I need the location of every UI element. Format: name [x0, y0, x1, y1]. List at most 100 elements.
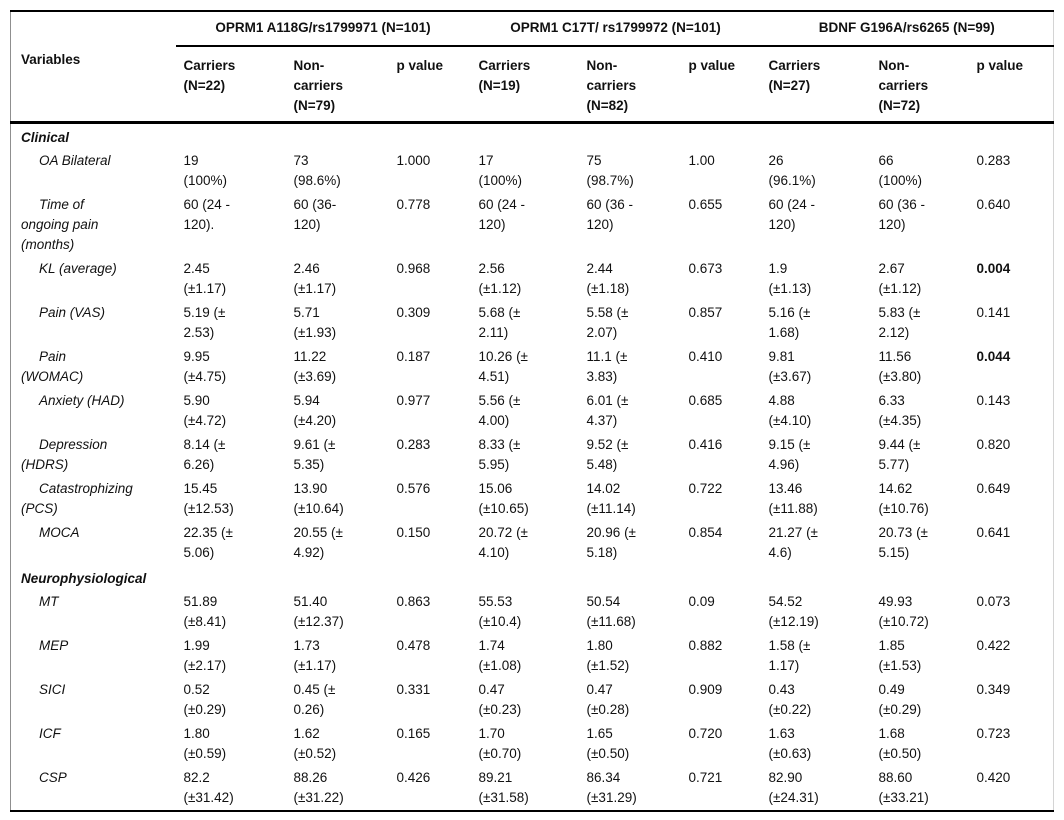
variables-column-header: Variables — [10, 11, 176, 124]
table-row: Depression (HDRS) 8.14 (± 6.26) 9.61 (± 5.… — [11, 433, 1054, 477]
group-header-oprm1-a118g: OPRM1 A118G/rs1799971 (N=101) — [175, 11, 471, 47]
value-cell: 0.47 (±0.23) — [478, 682, 522, 717]
p-value-cell: 0.349 — [976, 682, 1011, 697]
value-cell: 89.21 (±31.58) — [478, 770, 529, 805]
value-cell: 2.56 (±1.12) — [478, 261, 522, 296]
p-value-cell: 0.073 — [976, 594, 1011, 609]
row-label: Pain (VAS) — [39, 305, 106, 320]
value-cell: 60 (36 - 120) — [878, 197, 926, 232]
value-cell: 9.44 (± 5.77) — [878, 437, 921, 472]
value-cell: 55.53 (±10.4) — [478, 594, 522, 629]
value-cell: 20.73 (± 5.15) — [878, 525, 928, 560]
p-value-cell: 0.141 — [976, 305, 1011, 320]
group-header-oprm1-c17t: OPRM1 C17T/ rs1799972 (N=101) — [470, 11, 761, 47]
table-row: Anxiety (HAD) 5.90 (±4.72) 5.94 (±4.20) 0.9… — [11, 389, 1054, 433]
p-value-cell: 0.331 — [396, 682, 431, 697]
table-row: Pain (VAS) 5.19 (± 2.53) 5.71 (±1.93) 0.309… — [11, 301, 1054, 345]
value-cell: 0.49 (±0.29) — [878, 682, 922, 717]
table-row: Pain (WOMAC) 9.95 (±4.75) 11.22 (±3.69) 0.1… — [11, 345, 1054, 389]
value-cell: 6.33 (±4.35) — [878, 393, 922, 428]
value-cell: 11.22 (±3.69) — [293, 349, 337, 384]
value-cell: 5.56 (± 4.00) — [478, 393, 521, 428]
p-value-cell: 0.044 — [976, 349, 1011, 364]
value-cell: 1.58 (± 1.17) — [768, 638, 811, 673]
table-row: KL (average) 2.45 (±1.17) 2.46 (±1.17) 0.96… — [11, 257, 1054, 301]
value-cell: 51.40 (±12.37) — [293, 594, 344, 629]
value-cell: 4.88 (±4.10) — [768, 393, 812, 428]
row-label: MT — [39, 594, 59, 609]
p-value-cell: 0.968 — [396, 261, 431, 276]
table-row: MOCA 22.35 (± 5.06) 20.55 (± 4.92) 0.150 20.… — [11, 521, 1054, 565]
value-cell: 20.96 (± 5.18) — [586, 525, 636, 560]
p-value-cell: 0.576 — [396, 481, 431, 496]
table-row: MEP 1.99 (±2.17) 1.73 (±1.17) 0.478 1.74 (±1… — [11, 634, 1054, 678]
value-cell: 6.01 (± 4.37) — [586, 393, 629, 428]
value-cell: 5.19 (± 2.53) — [183, 305, 226, 340]
column-header-noncarriers-3: Non- carriers (N=72) — [870, 46, 969, 124]
column-header-pvalue-1: p value — [388, 46, 471, 124]
value-cell: 9.95 (±4.75) — [183, 349, 227, 384]
value-cell: 75 (98.7%) — [586, 153, 634, 188]
value-cell: 50.54 (±11.68) — [586, 594, 636, 629]
column-header-pvalue-2: p value — [680, 46, 761, 124]
value-cell: 1.65 (±0.50) — [586, 726, 630, 761]
value-cell: 0.43 (±0.22) — [768, 682, 812, 717]
value-cell: 15.06 (±10.65) — [478, 481, 529, 516]
p-value-cell: 1.00 — [688, 153, 715, 168]
value-cell: 5.83 (± 2.12) — [878, 305, 921, 340]
column-header-pvalue-3: p value — [968, 46, 1054, 124]
p-value-cell: 0.09 — [688, 594, 715, 609]
column-header-carriers-2: Carriers (N=19) — [470, 46, 579, 124]
column-header-carriers-1: Carriers (N=22) — [175, 46, 286, 124]
row-label: OA Bilateral — [39, 153, 111, 168]
value-cell: 5.94 (±4.20) — [293, 393, 337, 428]
value-cell: 5.90 (±4.72) — [183, 393, 227, 428]
p-value-cell: 0.820 — [976, 437, 1011, 452]
p-value-cell: 0.420 — [976, 770, 1011, 785]
table-header: Variables OPRM1 A118G/rs1799971 (N=101) … — [10, 11, 1054, 124]
value-cell: 26 (96.1%) — [768, 153, 816, 188]
group-header-bdnf-g196a: BDNF G196A/rs6265 (N=99) — [760, 11, 1054, 47]
value-cell: 9.81 (±3.67) — [768, 349, 812, 384]
value-cell: 5.16 (± 1.68) — [768, 305, 811, 340]
p-value-cell: 0.478 — [396, 638, 431, 653]
value-cell: 9.15 (± 4.96) — [768, 437, 811, 472]
table-row: SICI 0.52 (±0.29) 0.45 (± 0.26) 0.331 0.47 (… — [11, 678, 1054, 722]
p-value-cell: 0.422 — [976, 638, 1011, 653]
p-value-cell: 0.909 — [688, 682, 723, 697]
value-cell: 1.80 (±0.59) — [183, 726, 227, 761]
value-cell: 11.1 (± 3.83) — [586, 349, 628, 384]
value-cell: 14.02 (±11.14) — [586, 481, 636, 516]
value-cell: 49.93 (±10.72) — [878, 594, 929, 629]
p-value-cell: 0.655 — [688, 197, 723, 212]
value-cell: 1.63 (±0.63) — [768, 726, 812, 761]
value-cell: 11.56 (±3.80) — [878, 349, 922, 384]
row-label: SICI — [39, 682, 66, 697]
value-cell: 60 (36- 120) — [293, 197, 337, 232]
p-value-cell: 0.854 — [688, 525, 723, 540]
value-cell: 5.58 (± 2.07) — [586, 305, 629, 340]
section-header-row: Clinical — [11, 123, 1054, 150]
value-cell: 1.73 (±1.17) — [293, 638, 337, 673]
row-label: ICF — [39, 726, 61, 741]
column-header-row: Carriers (N=22) Non- carriers (N=79) p v… — [11, 46, 1054, 124]
value-cell: 9.52 (± 5.48) — [586, 437, 629, 472]
value-cell: 1.62 (±0.52) — [293, 726, 337, 761]
value-cell: 0.47 (±0.28) — [586, 682, 630, 717]
value-cell: 88.60 (±33.21) — [878, 770, 929, 805]
p-value-cell: 0.187 — [396, 349, 431, 364]
value-cell: 60 (36 - 120) — [586, 197, 634, 232]
value-cell: 60 (24 - 120) — [768, 197, 816, 232]
row-label: CSP — [39, 770, 67, 785]
value-cell: 21.27 (± 4.6) — [768, 525, 818, 560]
table-row: CSP 82.2 (±31.42) 88.26 (±31.22) 0.426 89.21… — [11, 766, 1054, 811]
section-header-row: Neurophysiological — [11, 565, 1054, 590]
section-title: Neurophysiological — [21, 571, 147, 586]
value-cell: 88.26 (±31.22) — [293, 770, 344, 805]
value-cell: 13.46 (±11.88) — [768, 481, 818, 516]
table-body: Clinical OA Bilateral 19 (100%) 73 (98.6%) 1… — [11, 123, 1054, 812]
value-cell: 8.33 (± 5.95) — [478, 437, 521, 472]
group-header-row: Variables OPRM1 A118G/rs1799971 (N=101) … — [10, 11, 1054, 124]
p-value-cell: 0.416 — [688, 437, 723, 452]
value-cell: 1.68 (±0.50) — [878, 726, 922, 761]
